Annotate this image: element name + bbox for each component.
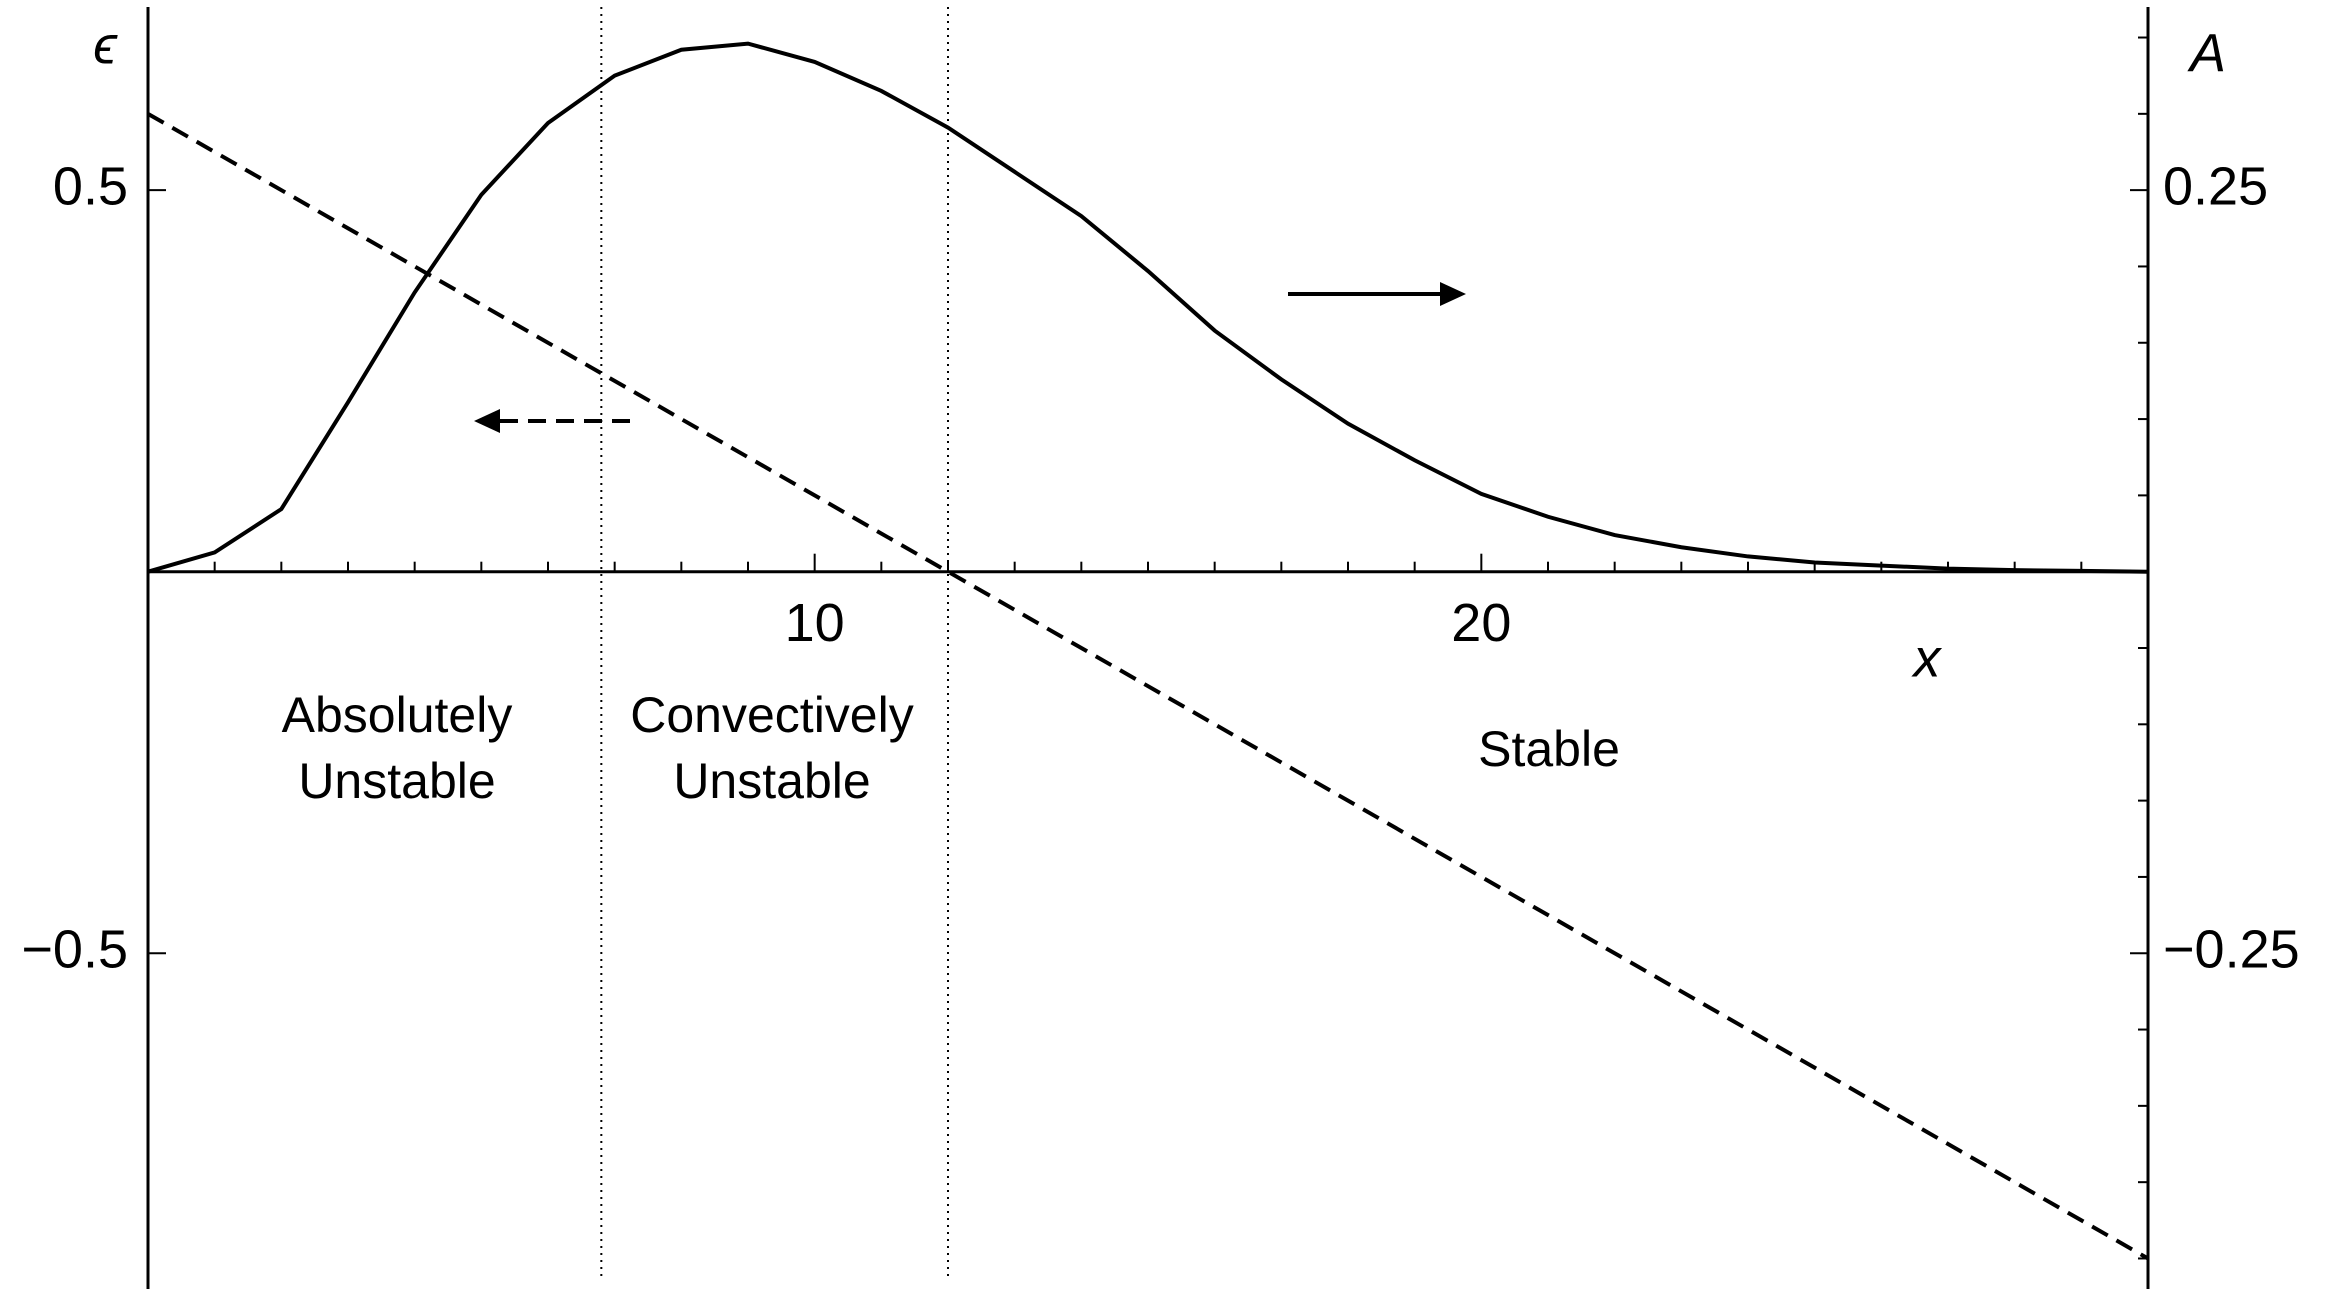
region-label: Unstable bbox=[673, 753, 870, 809]
y-tick-label: 0.5 bbox=[53, 156, 128, 216]
y2-tick-label: 0.25 bbox=[2163, 156, 2268, 216]
y-tick-label: −0.5 bbox=[21, 920, 128, 980]
x-tick-label: 10 bbox=[785, 593, 845, 653]
y-axis-label: ϵ bbox=[93, 15, 118, 75]
arrow-head bbox=[474, 409, 500, 433]
x-tick-label: 20 bbox=[1451, 593, 1511, 653]
region-label: Absolutely bbox=[282, 687, 513, 743]
y2-axis-label: A bbox=[2187, 23, 2226, 83]
arrow-head bbox=[1440, 282, 1466, 306]
region-label: Convectively bbox=[630, 687, 913, 743]
region-label: Stable bbox=[1478, 721, 1620, 777]
series-line bbox=[147, 112, 2149, 1261]
series-line bbox=[147, 41, 2149, 574]
y2-tick-label: −0.25 bbox=[2163, 920, 2300, 980]
region-label: Unstable bbox=[298, 753, 495, 809]
x-axis-label: x bbox=[1911, 628, 1943, 688]
